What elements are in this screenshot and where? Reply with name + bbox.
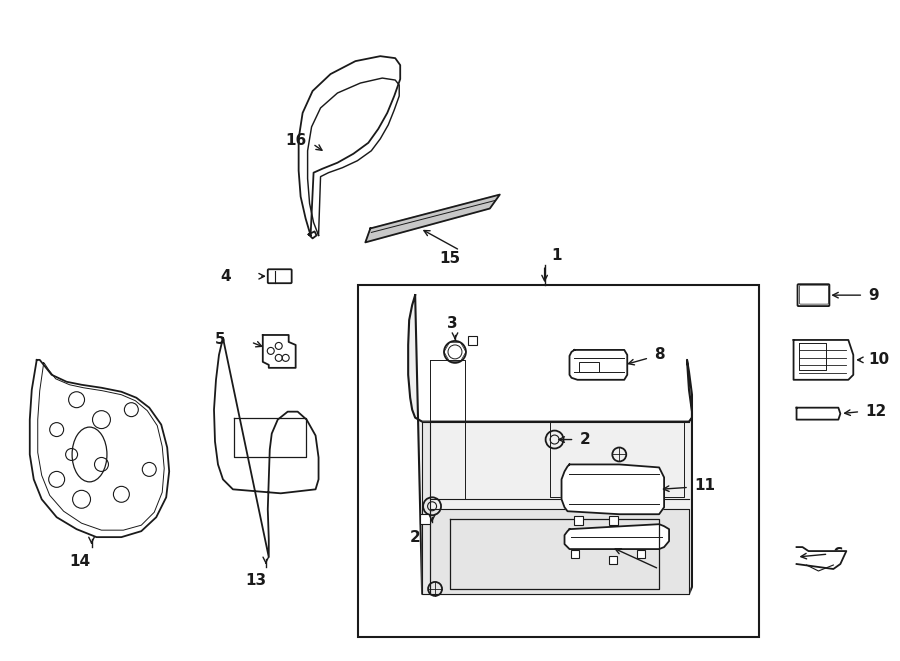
FancyBboxPatch shape	[799, 285, 828, 304]
Text: 16: 16	[285, 134, 307, 148]
Text: 4: 4	[220, 269, 231, 284]
Polygon shape	[365, 194, 500, 243]
FancyBboxPatch shape	[268, 269, 292, 283]
Bar	[468, 336, 477, 345]
Polygon shape	[430, 509, 689, 594]
Text: 3: 3	[446, 315, 457, 330]
Bar	[420, 514, 430, 524]
FancyBboxPatch shape	[797, 284, 830, 306]
Polygon shape	[422, 422, 430, 594]
Text: 6: 6	[833, 547, 844, 562]
Bar	[580, 362, 599, 372]
Bar	[609, 556, 617, 564]
Polygon shape	[30, 360, 169, 537]
Bar	[637, 550, 645, 558]
Text: 5: 5	[214, 332, 225, 348]
Text: 9: 9	[868, 288, 879, 303]
Text: 14: 14	[69, 553, 90, 568]
Bar	[574, 516, 583, 525]
Polygon shape	[570, 350, 627, 380]
Bar	[572, 550, 580, 558]
Polygon shape	[409, 295, 692, 594]
Text: 2: 2	[410, 529, 420, 545]
Text: 8: 8	[654, 348, 665, 362]
Polygon shape	[263, 335, 296, 368]
Polygon shape	[794, 340, 853, 380]
Text: 2: 2	[580, 432, 590, 447]
Bar	[609, 516, 618, 525]
Text: 12: 12	[865, 404, 886, 419]
Text: 15: 15	[439, 251, 461, 266]
Polygon shape	[562, 465, 664, 514]
Polygon shape	[299, 56, 400, 235]
Polygon shape	[214, 338, 319, 557]
Text: 11: 11	[694, 478, 715, 493]
Text: 10: 10	[868, 352, 889, 368]
Polygon shape	[564, 524, 669, 549]
Polygon shape	[796, 547, 846, 569]
Text: 7: 7	[664, 566, 675, 582]
Text: 13: 13	[246, 574, 266, 588]
Polygon shape	[796, 408, 841, 420]
Text: 1: 1	[552, 248, 562, 263]
Bar	[358, 285, 759, 637]
